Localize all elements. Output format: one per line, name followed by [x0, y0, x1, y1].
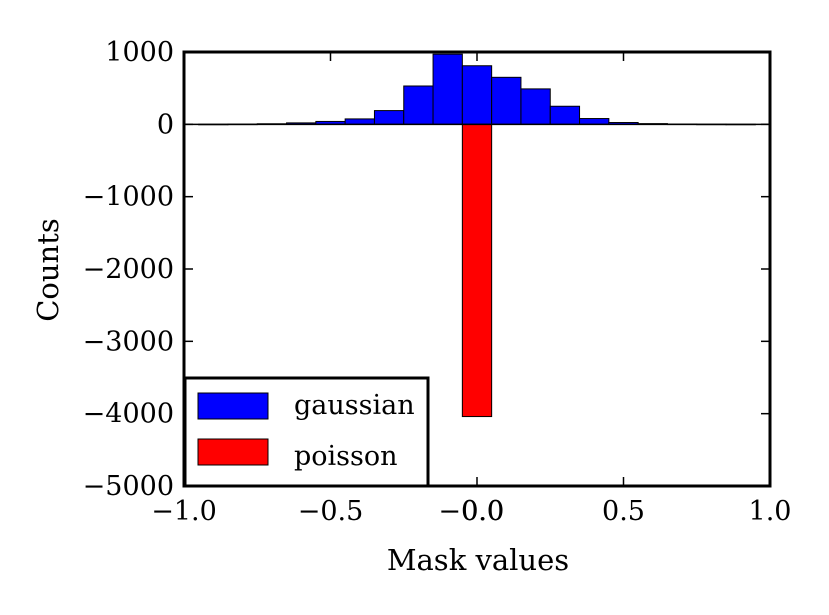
x-tick-label-5: 1.0 [749, 496, 792, 527]
bars-layer [198, 53, 756, 418]
legend-label-poisson: poisson [294, 441, 398, 472]
bar-gaussian-5 [344, 118, 375, 125]
legend: gaussian poisson [183, 376, 430, 488]
y-axis-label: Counts [31, 218, 65, 322]
y-tick-label-2: −1000 [83, 182, 174, 213]
x-tick-label-1: −0.5 [298, 496, 364, 527]
bar-gaussian-12 [549, 105, 581, 125]
bar-gaussian-8 [432, 53, 463, 125]
y-tick-label-5: −4000 [83, 399, 174, 430]
bar-gaussian-9 [461, 65, 493, 125]
bar-poisson-0 [461, 123, 493, 418]
y-tick-label-3: −2000 [83, 254, 174, 285]
bar-gaussian-7 [403, 85, 434, 125]
legend-label-gaussian: gaussian [294, 390, 415, 421]
x-axis-label: Mask values [387, 543, 569, 577]
bar-gaussian-11 [520, 88, 551, 125]
legend-swatch-gaussian [197, 392, 269, 420]
legend-swatch-poisson [197, 438, 269, 466]
x-tick-label-3: 0.0 [461, 496, 504, 527]
y-tick-label-0: 1000 [105, 37, 174, 68]
bar-gaussian-6 [373, 110, 405, 125]
x-tick-label-0: −1.0 [151, 496, 217, 527]
y-tick-label-4: −3000 [83, 326, 174, 357]
x-tick-label-4: 0.5 [602, 496, 645, 527]
y-tick-label-1: 0 [157, 109, 174, 140]
ticks-layer: 1000 0 −1000 −2000 −3000 −4000 −5000−1.0 −0.5 −0… [83, 37, 792, 527]
bar-gaussian-13 [579, 118, 610, 125]
bar-gaussian-10 [491, 76, 522, 125]
y-tick-label-6: −5000 [83, 471, 174, 502]
x-tick-label-2: −0.0 [438, 496, 504, 527]
